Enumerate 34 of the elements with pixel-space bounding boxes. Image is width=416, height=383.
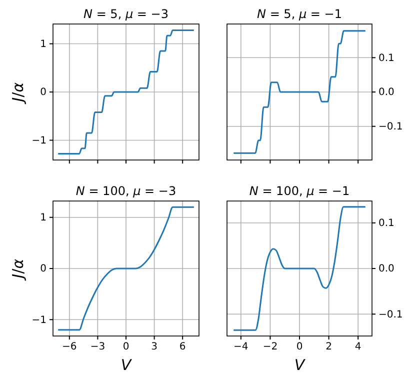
y-axis-title: J/α bbox=[9, 82, 27, 105]
x-axis-title: V bbox=[294, 356, 306, 374]
y-tick-label: −0.1 bbox=[378, 309, 403, 320]
x-axis-title: V bbox=[120, 356, 133, 374]
y-tick-label: 0.1 bbox=[378, 218, 394, 230]
line-series bbox=[57, 30, 195, 154]
y-axis-title: J/α bbox=[9, 258, 27, 282]
chart-title: N = 5, μ = −3 bbox=[84, 7, 168, 21]
line-series bbox=[232, 30, 366, 154]
x-tick-label: 2 bbox=[326, 342, 332, 353]
y-tick-label: −1 bbox=[32, 314, 46, 326]
x-tick-label: 0 bbox=[296, 342, 303, 353]
y-tick-label: 0 bbox=[40, 87, 46, 98]
chart-title: N = 100, μ = −3 bbox=[76, 184, 176, 198]
line-series bbox=[232, 206, 366, 331]
y-tick-label: 0.0 bbox=[378, 264, 394, 275]
x-tick-label: −6 bbox=[62, 342, 77, 353]
y-tick-label: 1 bbox=[40, 212, 46, 224]
x-tick-label: −3 bbox=[90, 342, 106, 353]
y-tick-label: 0 bbox=[40, 264, 46, 275]
x-tick-label: 3 bbox=[151, 342, 158, 353]
y-tick-label: 0.1 bbox=[378, 52, 394, 64]
x-tick-label: 4 bbox=[354, 342, 362, 353]
y-tick-label: 1 bbox=[40, 38, 46, 50]
y-tick-label: 0.0 bbox=[378, 87, 394, 98]
y-tick-label: −1 bbox=[32, 135, 46, 146]
x-tick-label: −2 bbox=[262, 342, 278, 353]
chart-title: N = 100, μ = −1 bbox=[249, 184, 350, 198]
line-series bbox=[57, 206, 195, 331]
x-tick-label: 0 bbox=[122, 342, 130, 353]
x-tick-label: 6 bbox=[179, 342, 186, 353]
chart-title: N = 5, μ = −1 bbox=[257, 7, 342, 21]
y-tick-label: −0.1 bbox=[378, 122, 403, 133]
x-tick-label: −4 bbox=[234, 342, 248, 353]
